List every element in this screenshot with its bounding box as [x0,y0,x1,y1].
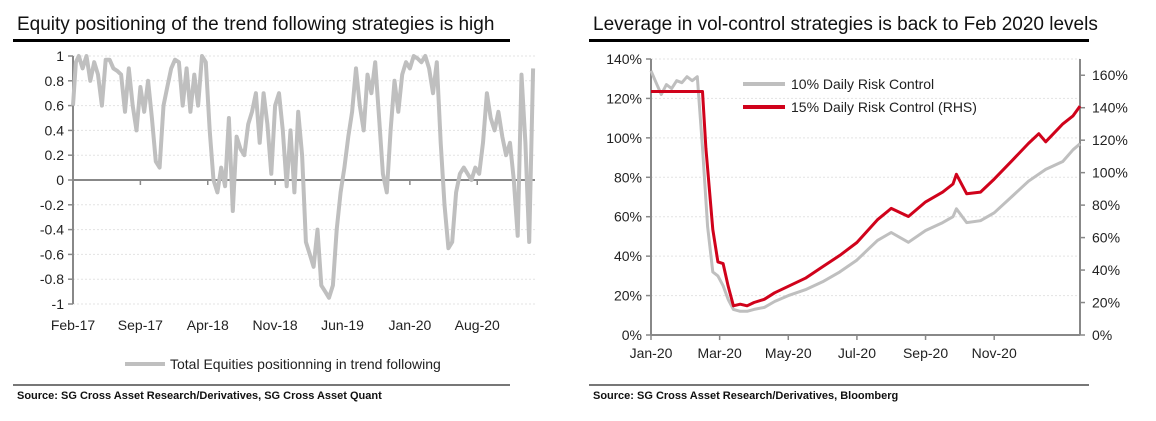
left-chart-source: Source: SG Cross Asset Research/Derivati… [17,390,382,402]
right-chart-svg: 140% 120% 100% 80% 60% 40% 20% 0% 160% 140% 120% 10… [606,51,1128,361]
left-chart-panel: Equity positioning of the trend followin… [13,14,536,402]
y-right-tick-label: 120% [1092,132,1128,148]
legend-label: Total Equities positionning in trend fol… [170,356,441,372]
right-chart-panel: Leverage in vol-control strategies is ba… [580,0,1156,421]
y-left-tick-label: 100% [606,130,642,146]
x-tick-label: Feb-17 [51,317,96,333]
y-left-tick-label: 20% [614,288,642,304]
series-line-total-equities [71,54,536,300]
y-left-tick-label: 0% [622,327,642,343]
y-tick-label: -1 [52,296,65,312]
y-tick-label: 0 [56,172,64,188]
right-chart-source: Source: SG Cross Asset Research/Derivati… [593,390,899,402]
y-tick-label: -0.6 [40,246,64,262]
legend-label: 10% Daily Risk Control [791,76,934,92]
left-source-divider [13,384,510,386]
y-right-tick-label: 20% [1092,295,1120,311]
x-tick-label: Aug-20 [455,317,500,333]
y-tick-label: -0.8 [40,271,64,287]
x-tick-label: Mar-20 [697,345,742,361]
y-right-tick-label: 40% [1092,262,1120,278]
y-right-tick-label: 60% [1092,230,1120,246]
left-title-divider [13,39,510,42]
x-tick-label: Jan-20 [630,345,673,361]
right-source-divider [589,384,1089,386]
y-right-tick-label: 100% [1092,165,1128,181]
x-tick-label: May-20 [765,345,812,361]
x-tick-label: Nov-20 [972,345,1017,361]
legend-label: 15% Daily Risk Control (RHS) [791,99,977,115]
y-tick-label: -0.2 [40,197,64,213]
x-tick-label: Apr-18 [187,317,229,333]
y-tick-label: -0.4 [40,222,64,238]
right-chart-title: Leverage in vol-control strategies is ba… [593,14,1098,35]
x-tick-label: Sep-20 [903,345,948,361]
x-tick-label: Jan-20 [388,317,431,333]
left-chart-svg: 1 0.8 0.6 0.4 0.2 0 -0.2 -0.4 -0.6 -0.8 -1 Feb-17 Se… [40,48,536,372]
y-tick-label: 0.8 [45,73,65,89]
x-tick-label: Jun-19 [321,317,364,333]
right-title-divider [589,39,1089,42]
y-left-tick-label: 140% [606,51,642,67]
y-right-tick-label: 80% [1092,197,1120,213]
y-left-tick-label: 40% [614,248,642,264]
y-left-tick-label: 120% [606,90,642,106]
series-line-10pct-risk-control [649,70,1081,313]
y-left-tick-label: 60% [614,209,642,225]
y-right-tick-label: 140% [1092,100,1128,116]
y-tick-label: 0.4 [45,122,65,138]
y-left-tick-label: 80% [614,169,642,185]
y-right-tick-label: 160% [1092,67,1128,83]
series-line-15pct-risk-control [651,90,1082,308]
y-right-tick-label: 0% [1092,327,1112,343]
y-tick-label: 0.2 [45,147,65,163]
y-tick-label: 0.6 [45,98,65,114]
x-tick-label: Nov-18 [253,317,298,333]
left-chart-title: Equity positioning of the trend followin… [17,14,495,35]
y-tick-label: 1 [56,48,64,64]
x-tick-label: Sep-17 [118,317,163,333]
x-tick-label: Jul-20 [838,345,876,361]
